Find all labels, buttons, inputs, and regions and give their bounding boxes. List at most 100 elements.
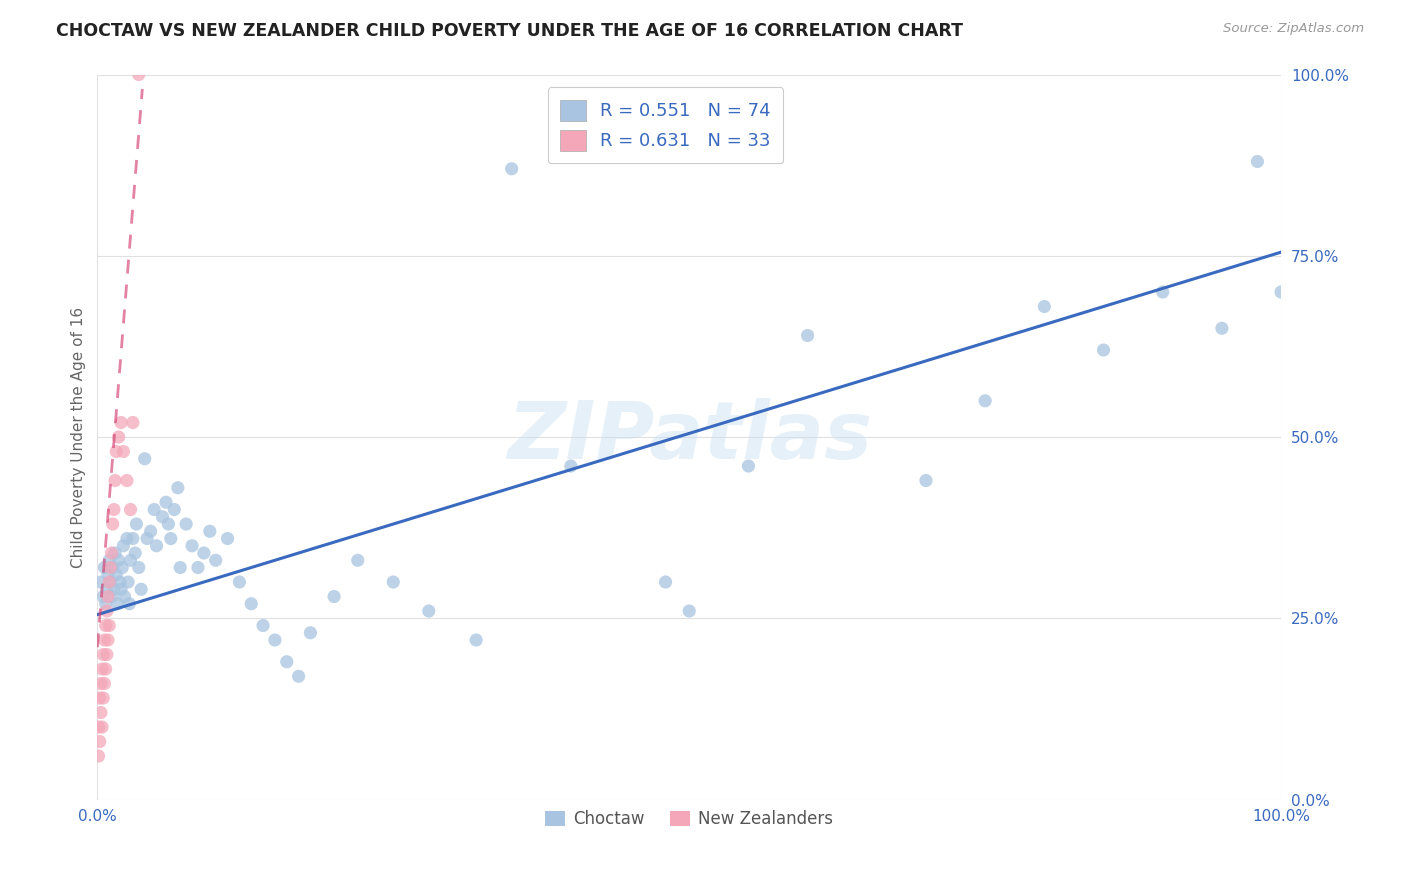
Point [98,553,121,567]
Point [121,532,143,546]
Point [204,553,226,567]
Point [100,546,122,560]
Point [93,560,115,574]
Point [97,590,120,604]
Point [91,590,114,604]
Point [501,161,523,176]
Point [115,474,138,488]
Point [89,691,111,706]
Point [93,676,115,690]
Point [193,546,215,560]
Point [1211,321,1233,335]
Point [974,393,997,408]
Point [299,625,322,640]
Point [287,669,309,683]
Point [108,574,131,589]
Point [100,560,122,574]
Point [120,502,142,516]
Point [105,444,128,458]
Point [240,597,263,611]
Legend: Choctaw, New Zealanders: Choctaw, New Zealanders [538,804,839,835]
Point [120,553,142,567]
Point [89,734,111,748]
Point [103,502,125,516]
Point [1246,154,1268,169]
Point [97,567,120,582]
Point [139,524,162,539]
Point [276,655,298,669]
Text: CHOCTAW VS NEW ZEALANDER CHILD POVERTY UNDER THE AGE OF 16 CORRELATION CHART: CHOCTAW VS NEW ZEALANDER CHILD POVERTY U… [56,22,963,40]
Point [111,560,134,574]
Point [110,416,132,430]
Point [107,430,129,444]
Point [91,691,114,706]
Point [152,509,174,524]
Point [136,532,159,546]
Point [264,633,287,648]
Point [100,590,122,604]
Point [104,474,127,488]
Point [91,720,114,734]
Point [90,706,112,720]
Point [121,416,143,430]
Point [346,553,368,567]
Point [96,582,118,597]
Point [169,560,191,574]
Point [143,502,166,516]
Point [159,532,181,546]
Point [112,444,135,458]
Point [1033,300,1056,314]
Point [129,582,152,597]
Point [96,648,118,662]
Point [465,633,488,648]
Point [560,458,582,473]
Point [157,516,180,531]
Point [128,68,150,82]
Point [112,539,135,553]
Point [103,582,125,597]
Point [654,574,676,589]
Point [118,597,141,611]
Point [105,567,128,582]
Point [93,633,115,648]
Point [163,502,186,516]
Point [98,574,121,589]
Point [228,574,250,589]
Point [94,662,117,676]
Point [125,516,148,531]
Point [115,532,138,546]
Point [145,539,167,553]
Point [101,560,124,574]
Point [1152,285,1174,299]
Point [124,546,146,560]
Point [110,582,132,597]
Point [94,597,117,611]
Point [98,618,121,632]
Point [91,662,114,676]
Point [100,574,122,589]
Point [107,553,129,567]
Text: ZIPatlas: ZIPatlas [506,398,872,476]
Point [87,749,110,764]
Point [114,590,136,604]
Point [166,481,188,495]
Point [796,328,818,343]
Point [418,604,440,618]
Point [97,633,120,648]
Point [187,560,209,574]
Point [134,451,156,466]
Point [737,458,759,473]
Point [678,604,700,618]
Y-axis label: Child Poverty Under the Age of 16: Child Poverty Under the Age of 16 [72,307,86,567]
Point [174,516,197,531]
Point [323,590,346,604]
Point [87,720,110,734]
Point [1270,285,1292,299]
Point [915,474,938,488]
Point [104,546,127,560]
Point [198,524,221,539]
Point [382,574,405,589]
Point [181,539,204,553]
Point [117,574,139,589]
Text: Source: ZipAtlas.com: Source: ZipAtlas.com [1223,22,1364,36]
